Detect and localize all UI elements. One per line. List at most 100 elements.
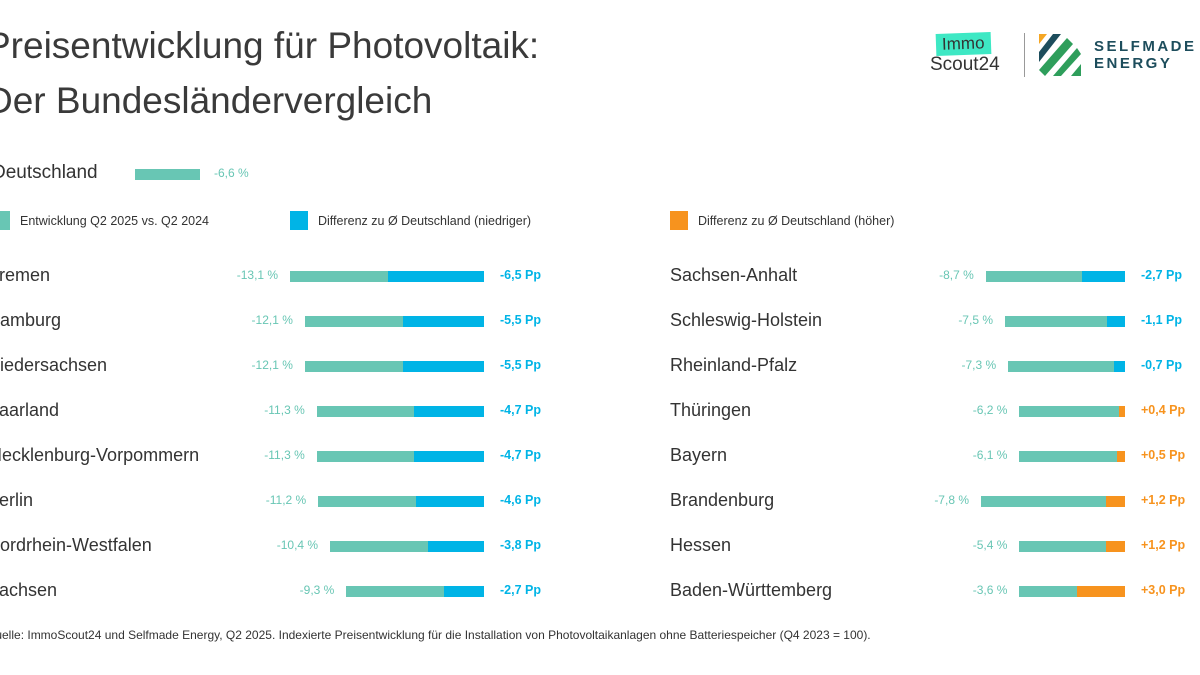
difference-lower-bar xyxy=(427,541,484,552)
difference-value: +1,2 Pp xyxy=(1141,493,1186,507)
difference-lower-bar xyxy=(402,361,484,372)
difference-value: +0,5 Pp xyxy=(1141,448,1186,462)
selfmade-energy-logo-icon xyxy=(1039,34,1081,76)
difference-lower-bar xyxy=(387,271,484,282)
reference-value: -6,6 % xyxy=(214,166,249,180)
energy-word: ENERGY xyxy=(1094,55,1173,72)
scout24-text: Scout24 xyxy=(930,54,1000,75)
development-bar xyxy=(1019,586,1077,597)
legend-swatch xyxy=(0,211,10,230)
development-bar xyxy=(316,406,415,417)
legend-swatch xyxy=(290,211,308,230)
difference-value: +0,4 Pp xyxy=(1141,403,1186,417)
selfmade-word: SELFMADE xyxy=(1094,38,1197,55)
development-bar xyxy=(290,271,388,282)
legend-item-development: Entwicklung Q2 2025 vs. Q2 2024 xyxy=(0,211,209,230)
development-value: -7,5 % xyxy=(958,313,993,327)
legend-label: Differenz zu Ø Deutschland (niedriger) xyxy=(318,213,532,228)
state-name: Baden-Württemberg xyxy=(670,580,833,600)
selfmade-energy-text: SELFMADE ENERGY xyxy=(1094,38,1197,72)
development-bar xyxy=(1005,316,1108,327)
state-name: Nordrhein-Westfalen xyxy=(0,535,152,555)
difference-value: -0,7 Pp xyxy=(1141,358,1182,372)
difference-value: -5,5 Pp xyxy=(500,358,541,372)
development-bar xyxy=(1019,541,1106,552)
immo-badge: Immo xyxy=(935,32,991,56)
difference-lower-bar xyxy=(414,451,484,462)
legend-swatch xyxy=(670,211,688,230)
legend-label: Differenz zu Ø Deutschland (höher) xyxy=(698,213,895,228)
difference-lower-bar xyxy=(415,496,484,507)
development-value: -11,3 % xyxy=(264,448,305,462)
source-footnote: Quelle: ImmoScout24 und Selfmade Energy,… xyxy=(0,628,871,642)
development-bar xyxy=(304,361,403,372)
difference-lower-bar xyxy=(1113,361,1125,372)
difference-lower-bar xyxy=(1081,271,1125,282)
difference-value: -5,5 Pp xyxy=(500,313,541,327)
state-name: Bremen xyxy=(0,265,51,285)
state-name: Sachsen-Anhalt xyxy=(670,265,798,285)
state-name: Saarland xyxy=(0,400,60,420)
state-name: Sachsen xyxy=(0,580,58,600)
legend-label: Entwicklung Q2 2025 vs. Q2 2024 xyxy=(20,213,210,228)
state-name: Hessen xyxy=(670,535,732,555)
title-line-1: Preisentwicklung für Photovoltaik: xyxy=(0,25,540,66)
development-value: -11,3 % xyxy=(264,403,305,417)
development-bar xyxy=(304,316,403,327)
development-bar xyxy=(318,496,416,507)
development-value: -6,2 % xyxy=(972,403,1008,417)
difference-value: -6,5 Pp xyxy=(500,268,541,282)
state-name: Bayern xyxy=(670,445,728,465)
development-value: -11,2 % xyxy=(265,493,307,507)
difference-value: -1,1 Pp xyxy=(1141,313,1182,327)
reference-label: Deutschland xyxy=(0,162,98,183)
difference-higher-bar xyxy=(1118,406,1125,417)
difference-value: -4,7 Pp xyxy=(500,403,541,417)
difference-lower-bar xyxy=(414,406,484,417)
development-value: -8,7 % xyxy=(939,268,974,282)
legend-item-lower: Differenz zu Ø Deutschland (niedriger) xyxy=(290,211,531,230)
difference-lower-bar xyxy=(1107,316,1125,327)
chart-title: Preisentwicklung für Photovoltaik: Der Bu… xyxy=(0,18,539,128)
state-name: Berlin xyxy=(0,490,34,510)
legend-item-higher: Differenz zu Ø Deutschland (höher) xyxy=(670,211,894,230)
development-value: -5,4 % xyxy=(972,538,1008,552)
development-value: -6,1 % xyxy=(972,448,1008,462)
reference-bar xyxy=(135,169,200,180)
development-value: -3,6 % xyxy=(972,583,1008,597)
difference-value: +3,0 Pp xyxy=(1141,583,1186,597)
difference-lower-bar xyxy=(402,316,484,327)
development-value: -7,8 % xyxy=(934,493,969,507)
development-value: -12,1 % xyxy=(251,313,293,327)
state-name: Niedersachsen xyxy=(0,355,108,375)
difference-lower-bar xyxy=(444,586,484,597)
state-name: Thüringen xyxy=(670,400,752,420)
difference-higher-bar xyxy=(1105,496,1125,507)
title-line-2: Der Bundesländervergleich xyxy=(0,80,433,121)
development-bar xyxy=(316,451,415,462)
difference-value: -3,8 Pp xyxy=(500,538,541,552)
difference-value: -2,7 Pp xyxy=(500,583,541,597)
development-value: -7,3 % xyxy=(961,358,997,372)
state-name: Schleswig-Holstein xyxy=(670,310,823,330)
logo-divider xyxy=(1024,33,1025,77)
difference-value: +1,2 Pp xyxy=(1141,538,1186,552)
state-name: Brandenburg xyxy=(670,490,775,510)
development-bar xyxy=(330,541,428,552)
development-value: -10,4 % xyxy=(276,538,319,552)
difference-value: -4,7 Pp xyxy=(500,448,541,462)
development-bar xyxy=(1019,451,1117,462)
difference-higher-bar xyxy=(1077,586,1125,597)
development-value: -12,1 % xyxy=(251,358,293,372)
state-name: Rheinland-Pfalz xyxy=(670,355,798,375)
development-bar xyxy=(985,271,1082,282)
immoscout24-logo: Immo Scout24 xyxy=(930,32,1006,75)
difference-higher-bar xyxy=(1117,451,1125,462)
development-bar xyxy=(346,586,445,597)
difference-higher-bar xyxy=(1105,541,1125,552)
state-name: Mecklenburg-Vorpommern xyxy=(0,445,200,465)
difference-value: -4,6 Pp xyxy=(500,493,541,507)
development-bar xyxy=(1019,406,1119,417)
development-value: -13,1 % xyxy=(236,268,279,282)
development-bar xyxy=(1008,361,1114,372)
